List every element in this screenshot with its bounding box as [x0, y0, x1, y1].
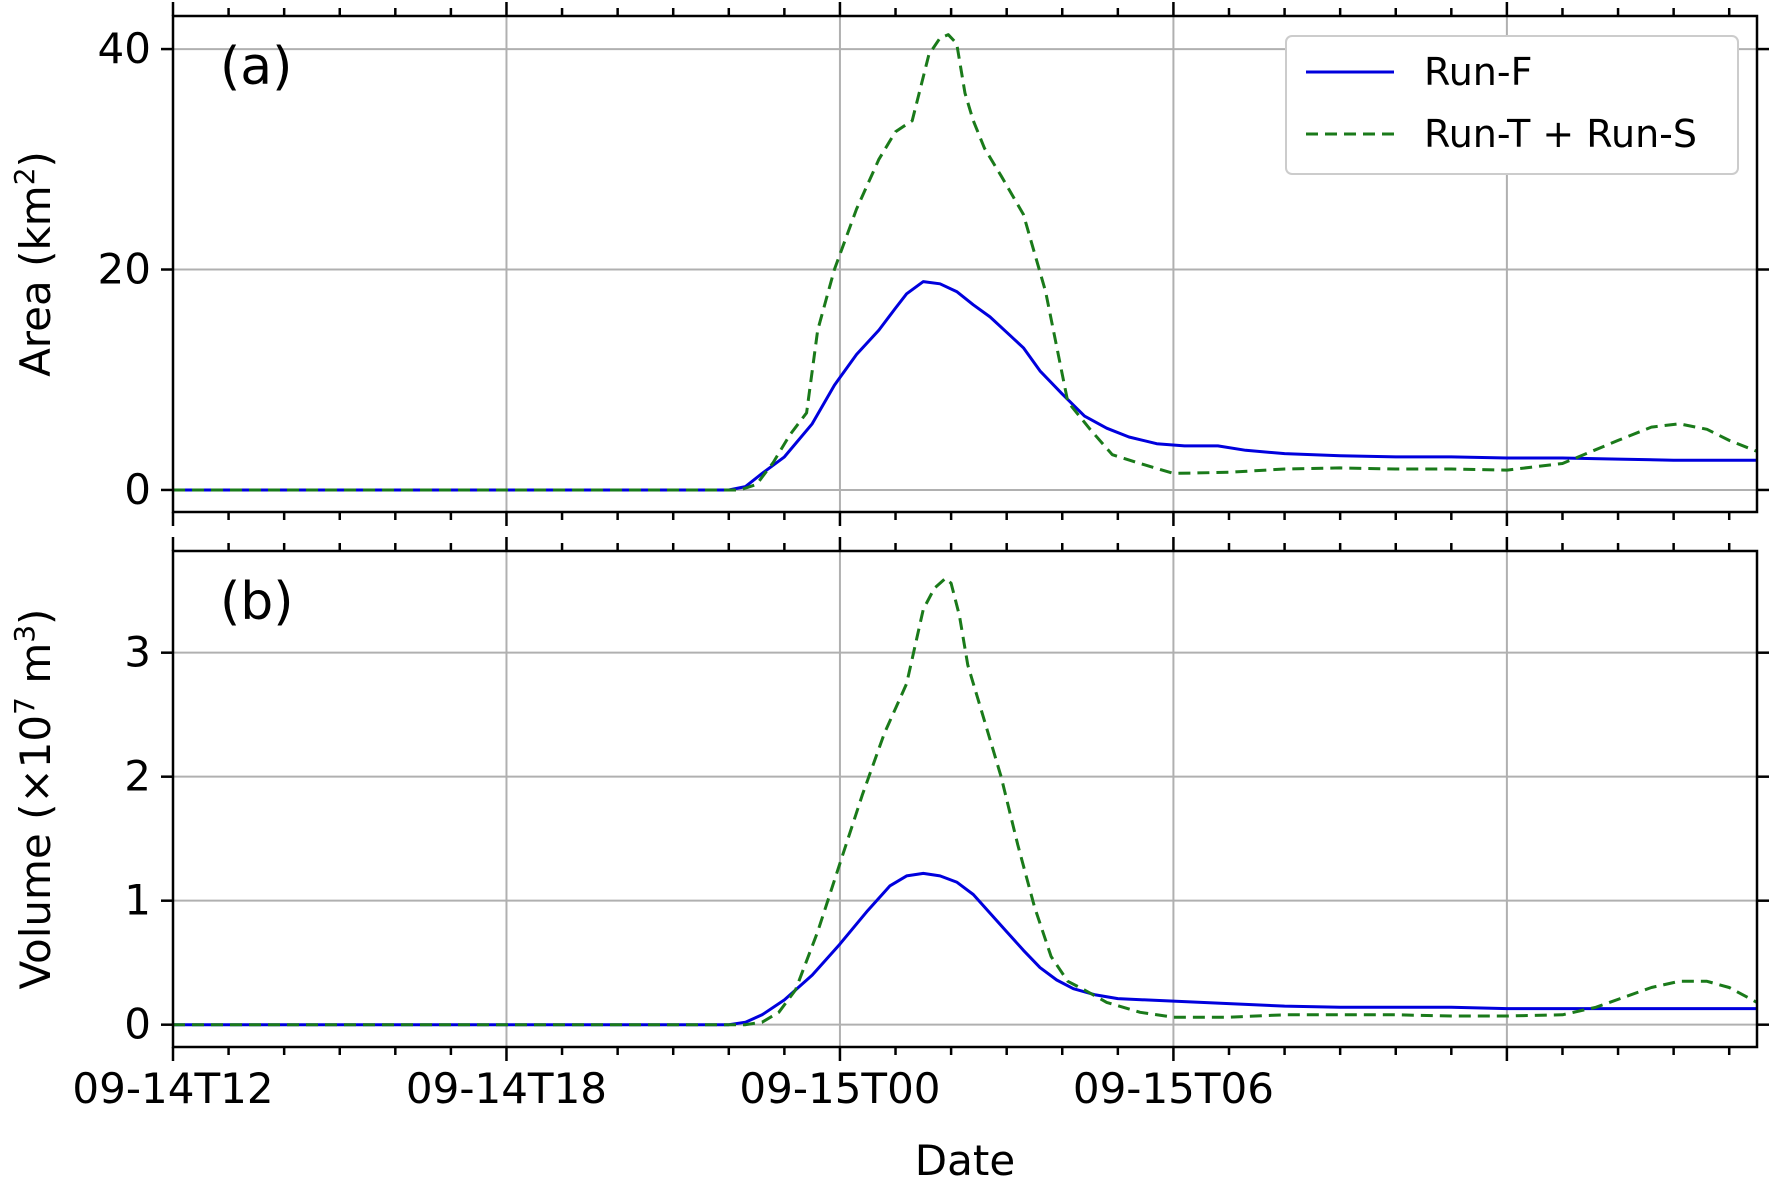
- panel-label: (a): [220, 37, 292, 97]
- y-tick-label: 1: [124, 876, 151, 925]
- series-line-run-f: [173, 280, 1757, 492]
- plot-frame: [171, 14, 1759, 514]
- series-line-run-f: [173, 871, 1757, 1027]
- legend-box: [1285, 35, 1739, 175]
- y-tick-label: 2: [124, 752, 151, 801]
- x-tick-label: 09-15T00: [739, 1064, 940, 1113]
- y-tick-label: 0: [124, 1000, 151, 1049]
- legend-label: Run-F: [1424, 50, 1532, 94]
- legend-label: Run-T + Run-S: [1424, 112, 1697, 156]
- panel-a: 0 20 40 (a) Area (km2): [8, 2, 1769, 526]
- y-tick-label: 20: [98, 245, 151, 294]
- y-tick-label: 40: [98, 24, 151, 73]
- x-tick-label: 09-14T12: [72, 1064, 273, 1113]
- panel-label: (b): [220, 572, 294, 632]
- plot-frame: [171, 549, 1759, 1049]
- x-tick-label: 09-15T06: [1073, 1064, 1274, 1113]
- panel-b: 0 1 2 3 (b) Volume (×107 m3) 09-14T12 09-14T18 0…: [8, 537, 1769, 1113]
- series-line-run-t-run-s: [173, 33, 1758, 492]
- x-axis-label: Date: [915, 1136, 1015, 1184]
- y-tick-label: 3: [124, 628, 151, 677]
- y-tick-label: 0: [124, 465, 151, 514]
- series-line-run-t-run-s: [173, 576, 1758, 1027]
- legend: Run-F Run-T + Run-S: [1285, 35, 1739, 175]
- y-axis-label: Area (km2): [8, 151, 60, 377]
- y-axis-label: Volume (×107 m3): [8, 609, 60, 990]
- x-tick-label: 09-14T18: [406, 1064, 607, 1113]
